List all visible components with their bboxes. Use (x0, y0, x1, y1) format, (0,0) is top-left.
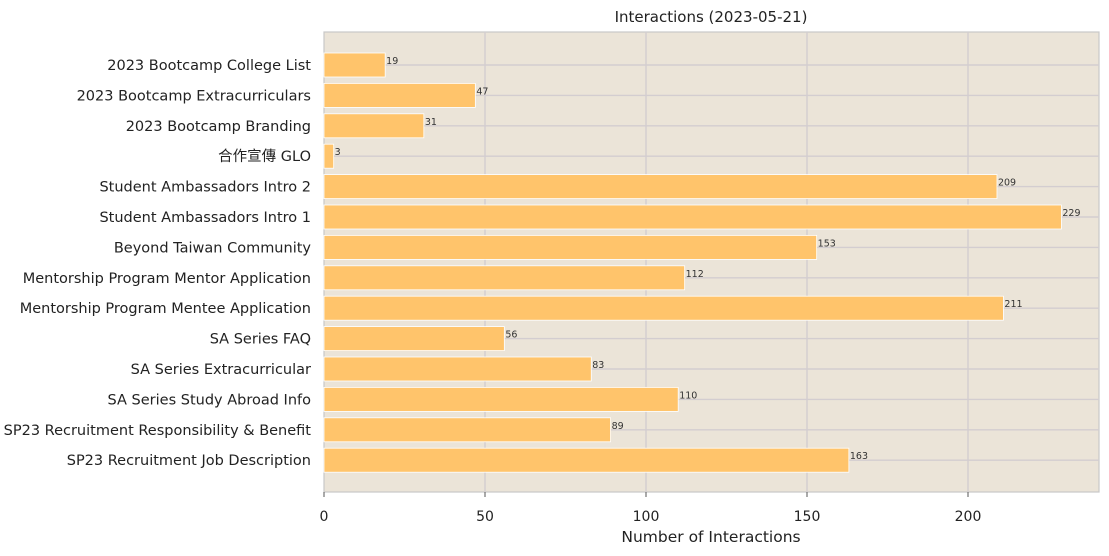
bar (323, 386, 679, 412)
y-tick-label: 2023 Bootcamp Branding (126, 119, 311, 135)
bar (323, 356, 592, 382)
chart-title: Interactions (2023-05-21) (615, 8, 808, 26)
x-tick-label: 0 (320, 509, 329, 525)
y-tick-label: Student Ambassadors Intro 1 (99, 210, 311, 226)
x-axis-label: Number of Interactions (621, 528, 800, 546)
bars (323, 52, 1062, 473)
x-tick-label: 50 (476, 509, 494, 525)
x-tick-label: 150 (794, 509, 821, 525)
x-tick-label: 200 (955, 509, 982, 525)
data-label: 112 (686, 269, 704, 280)
y-tick-label: SP23 Recruitment Responsibility & Benefi… (4, 423, 312, 439)
y-tick-label: 合作宣傳 GLO (218, 148, 311, 165)
y-tick-label: SA Series Extracurricular (131, 362, 311, 378)
data-label: 3 (335, 147, 341, 158)
plot-area (323, 31, 1100, 493)
data-label: 19 (386, 56, 398, 67)
y-tick-label: Student Ambassadors Intro 2 (99, 180, 311, 196)
y-axis-labels: 2023 Bootcamp College List 2023 Bootcamp … (4, 58, 312, 469)
data-label: 211 (1004, 299, 1022, 310)
data-label: 209 (998, 178, 1016, 189)
y-tick-label: Beyond Taiwan Community (114, 240, 312, 256)
data-label: 56 (505, 330, 517, 341)
y-tick-label: 2023 Bootcamp Extracurriculars (77, 88, 311, 104)
data-label: 229 (1062, 208, 1080, 219)
y-tick-label: SA Series Study Abroad Info (108, 392, 312, 408)
data-label: 47 (476, 86, 488, 97)
x-tick-label: 100 (633, 509, 660, 525)
x-axis-ticks: 0 50 100 150 200 (320, 492, 982, 525)
data-label: 110 (679, 390, 697, 401)
bar (323, 234, 818, 260)
data-label: 163 (850, 451, 868, 462)
bar (323, 447, 850, 473)
y-tick-label: Mentorship Program Mentor Application (23, 271, 311, 287)
bar (323, 417, 611, 443)
y-tick-label: Mentorship Program Mentee Application (20, 301, 311, 317)
data-label: 153 (818, 238, 836, 249)
data-label: 89 (612, 421, 624, 432)
bar (323, 265, 686, 291)
bar (323, 143, 335, 169)
y-tick-label: SP23 Recruitment Job Description (67, 453, 311, 469)
bar (323, 52, 386, 78)
data-label: 31 (425, 117, 437, 128)
data-label: 83 (592, 360, 604, 371)
bar (323, 174, 998, 200)
bar (323, 204, 1062, 230)
y-tick-label: 2023 Bootcamp College List (107, 58, 311, 74)
bar (323, 113, 425, 139)
y-tick-label: SA Series FAQ (210, 332, 311, 348)
bar (323, 326, 505, 352)
bar (323, 295, 1004, 321)
data-labels: 19 47 31 3 209 229 153 112 211 56 83 110 89 163 (335, 56, 1081, 462)
bar (323, 83, 476, 108)
